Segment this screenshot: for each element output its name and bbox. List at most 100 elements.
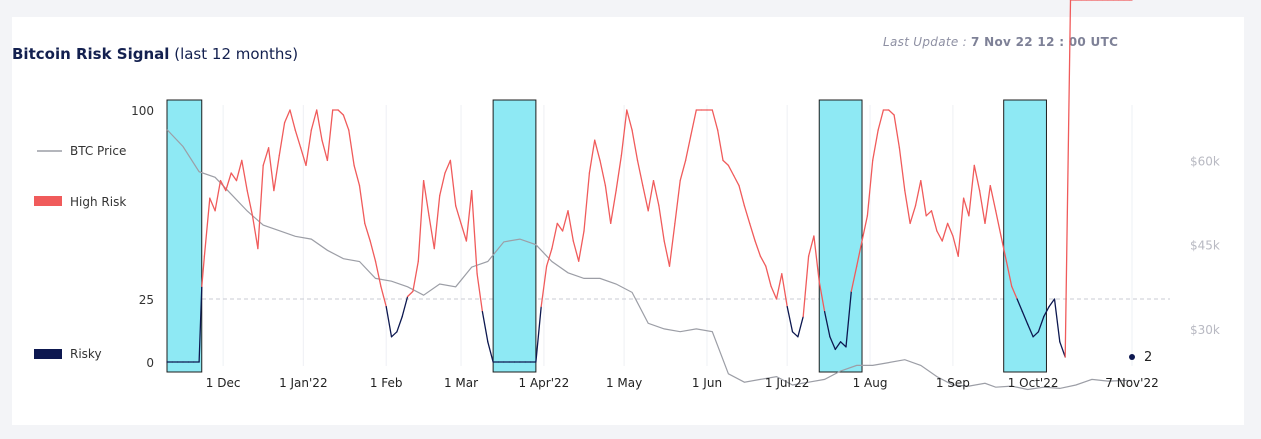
- risky-segment: [487, 341, 494, 363]
- risky-segment: [786, 305, 794, 333]
- high-risk-segment: [219, 179, 227, 192]
- high-risk-segment: [225, 172, 232, 192]
- high-risk-segment: [802, 255, 810, 318]
- chart-title-text: Bitcoin Risk Signal: [12, 45, 170, 63]
- risky-segment: [823, 310, 831, 338]
- high-risk-segment: [556, 222, 564, 232]
- high-risk-segment: [663, 240, 671, 267]
- high-risk-segment: [770, 285, 778, 300]
- signal-band: [166, 99, 203, 373]
- high-risk-segment: [946, 222, 954, 237]
- risky-segment: [829, 336, 836, 351]
- risky-segment: [845, 290, 852, 348]
- high-risk-segment: [856, 240, 863, 267]
- high-risk-segment: [374, 260, 382, 288]
- legend-risky-label: Risky: [70, 347, 102, 361]
- y-left-tick-label: 100: [131, 104, 154, 118]
- high-risk-segment: [460, 222, 468, 242]
- current-value-label: 2: [1144, 350, 1152, 365]
- high-risk-segment: [433, 195, 441, 250]
- high-risk-segment: [717, 129, 724, 162]
- high-risk-segment: [246, 189, 254, 217]
- high-risk-segment: [610, 189, 617, 225]
- risky-segment: [1037, 315, 1045, 333]
- high-risk-segment: [636, 159, 644, 187]
- last-update-label: Last Update :: [883, 35, 968, 49]
- high-risk-segment: [310, 109, 318, 131]
- risky-segment: [481, 310, 489, 343]
- high-risk-segment: [412, 260, 419, 293]
- high-risk-segment: [449, 159, 457, 207]
- current-value-dot: [1129, 353, 1135, 360]
- high-risk-segment: [230, 172, 238, 182]
- high-risk-segment: [925, 210, 933, 217]
- high-risk-segment: [283, 109, 291, 124]
- risky-segment: [797, 315, 804, 338]
- high-risk-segment: [807, 235, 815, 257]
- high-risk-segment: [813, 235, 820, 283]
- high-risk-segment: [289, 109, 296, 131]
- y-right-tick-label: $45k: [1190, 239, 1220, 253]
- high-risk-segment: [872, 129, 879, 162]
- risky-segment: [834, 341, 842, 351]
- high-risk-segment: [850, 265, 858, 293]
- high-risk-segment: [722, 159, 730, 167]
- high-risk-segment: [599, 159, 607, 187]
- legend-high-risk-swatch: [34, 196, 62, 206]
- high-risk-segment: [444, 159, 452, 174]
- risky-segment: [1059, 341, 1066, 358]
- high-risk-segment: [540, 265, 548, 308]
- x-tick-label: 1 Jun: [692, 376, 722, 390]
- risky-segment: [198, 285, 203, 363]
- y-left-tick-label: 25: [139, 293, 154, 307]
- high-risk-segment: [620, 109, 628, 157]
- high-risk-segment: [674, 179, 681, 225]
- risky-segment: [1021, 310, 1029, 325]
- high-risk-segment: [305, 129, 312, 167]
- high-risk-segment: [781, 273, 788, 308]
- high-risk-segment: [316, 109, 323, 141]
- high-risk-segment: [909, 205, 917, 225]
- high-risk-segment: [364, 222, 371, 242]
- high-risk-segment: [652, 179, 660, 207]
- high-risk-segment: [877, 109, 885, 131]
- high-risk-segment: [995, 210, 1002, 237]
- high-risk-segment: [668, 222, 676, 267]
- high-risk-segment: [978, 189, 986, 225]
- high-risk-segment: [348, 129, 355, 167]
- risky-segment: [1053, 298, 1061, 343]
- risky-segment: [535, 305, 542, 363]
- high-risk-segment: [647, 179, 655, 212]
- high-risk-segment: [952, 235, 959, 257]
- high-risk-segment: [866, 159, 874, 217]
- high-risk-segment: [561, 210, 569, 232]
- x-tick-label: 1 May: [606, 376, 642, 390]
- high-risk-segment: [679, 159, 687, 182]
- high-risk-segment: [214, 179, 222, 212]
- high-risk-segment: [476, 273, 484, 313]
- high-risk-segment: [353, 164, 361, 187]
- x-tick-label: 1 Aug: [853, 376, 888, 390]
- high-risk-segment: [203, 197, 211, 257]
- high-risk-segment: [920, 179, 927, 217]
- legend-high-risk-label: High Risk: [70, 195, 126, 209]
- high-risk-segment: [631, 129, 639, 162]
- high-risk-segment: [775, 273, 783, 300]
- high-risk-segment: [743, 205, 751, 225]
- chart-title: Bitcoin Risk Signal (last 12 months): [12, 45, 298, 63]
- y-right-tick-label: $30k: [1190, 323, 1220, 337]
- high-risk-segment: [235, 159, 243, 182]
- y-right-tick-label: $60k: [1190, 155, 1220, 169]
- high-risk-segment: [278, 121, 286, 157]
- risky-segment: [839, 341, 847, 348]
- high-risk-segment: [588, 139, 596, 174]
- high-risk-segment: [380, 285, 387, 308]
- high-risk-segment: [989, 184, 997, 212]
- high-risk-segment: [337, 109, 345, 116]
- high-risk-segment: [321, 139, 329, 162]
- high-risk-segment: [727, 164, 735, 177]
- high-risk-segment: [754, 240, 762, 257]
- high-risk-segment: [545, 247, 553, 267]
- high-risk-segment: [300, 147, 307, 167]
